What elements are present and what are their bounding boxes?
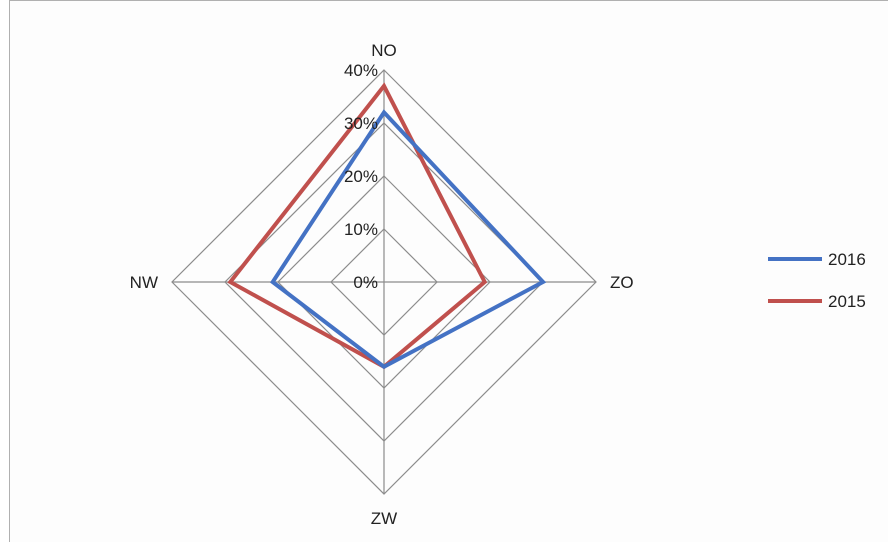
- radar-chart: 0% 10% 20% 30% 40% NO ZO ZW NW 2016 2015: [130, 41, 866, 528]
- tick-label: 40%: [344, 61, 378, 80]
- category-label-no: NO: [371, 41, 397, 60]
- legend-label-2016: 2016: [828, 250, 866, 269]
- legend-label-2015: 2015: [828, 292, 866, 311]
- category-label-zw: ZW: [371, 509, 397, 528]
- series-line-2016: [270, 109, 547, 370]
- tick-label: 0%: [353, 273, 378, 292]
- chart-area: 0% 10% 20% 30% 40% NO ZO ZW NW 2016 2015: [9, 0, 888, 542]
- tick-label: 20%: [344, 167, 378, 186]
- tick-label: 30%: [344, 114, 378, 133]
- category-label-nw: NW: [130, 273, 158, 292]
- tick-label: 10%: [344, 220, 378, 239]
- category-label-zo: ZO: [610, 273, 634, 292]
